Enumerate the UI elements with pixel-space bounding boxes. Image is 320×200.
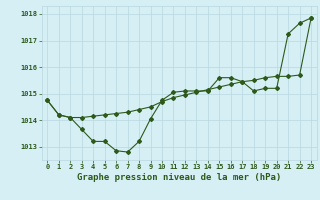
X-axis label: Graphe pression niveau de la mer (hPa): Graphe pression niveau de la mer (hPa) xyxy=(77,173,281,182)
